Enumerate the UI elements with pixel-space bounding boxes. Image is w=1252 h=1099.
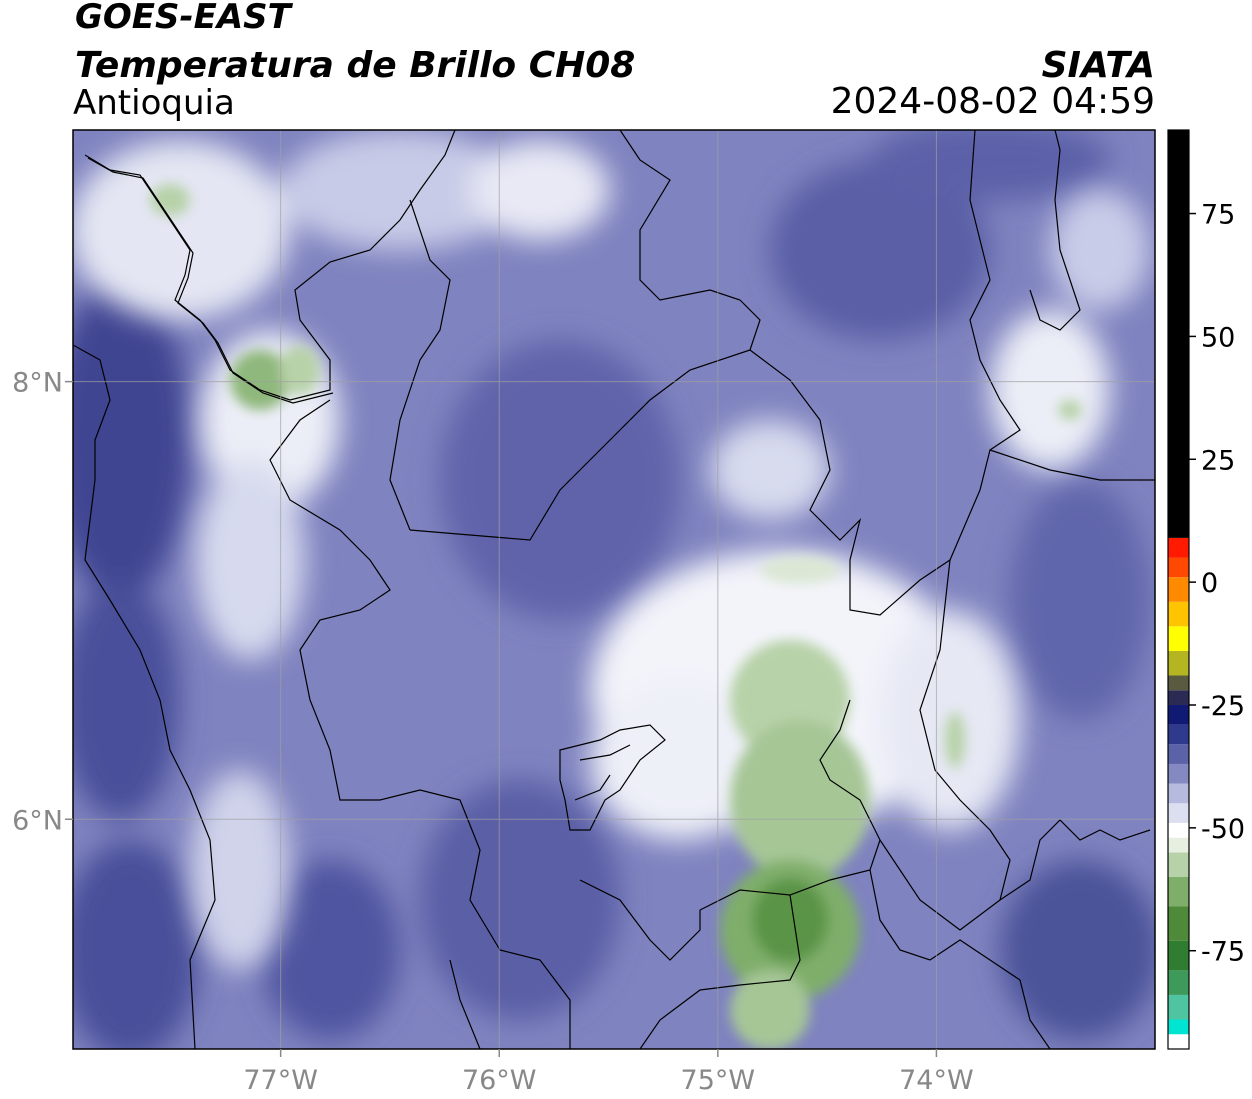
colorbar-ticks: 75 50 25 0 -25 -50 -75 bbox=[1189, 200, 1245, 968]
deep-cloud-areas bbox=[73, 130, 1155, 1049]
colorbar-segment bbox=[1168, 906, 1189, 941]
colorbar-segment bbox=[1168, 626, 1189, 651]
antioquia-north bbox=[389, 199, 451, 531]
coastline-uraba bbox=[84, 130, 456, 401]
region-label: Antioquia bbox=[73, 83, 235, 123]
colorbar-segment bbox=[1168, 704, 1189, 725]
choco-boundary bbox=[269, 399, 571, 1049]
colorbar-segment bbox=[1168, 1034, 1189, 1049]
colorbar-tick-label: -25 bbox=[1201, 691, 1245, 722]
colorbar-segment bbox=[1168, 650, 1189, 676]
lat-tick-label: 8°N bbox=[12, 368, 63, 399]
coastline-inner bbox=[87, 157, 334, 404]
boyaca-boundary bbox=[989, 449, 1155, 481]
colorbar-tick-label: 25 bbox=[1201, 445, 1235, 476]
colorbar-segment bbox=[1168, 994, 1189, 1020]
colorbar-segment bbox=[1168, 690, 1189, 705]
colorbar-tick-label: 50 bbox=[1201, 322, 1235, 353]
colorbar-segment bbox=[1168, 744, 1189, 764]
medellin-metro bbox=[559, 724, 666, 831]
risaralda-boundary bbox=[579, 879, 701, 961]
colorbar-segment bbox=[1168, 852, 1189, 877]
bolivar-boundary bbox=[749, 349, 1011, 901]
colorbar-frame bbox=[1167, 129, 1190, 1050]
cundinamarca-boundary bbox=[869, 869, 1051, 1049]
longitude-ticks: 77°W 76°W 75°W 74°W bbox=[243, 1049, 974, 1096]
colorbar-segment bbox=[1168, 724, 1189, 745]
colorbar bbox=[1168, 130, 1189, 1049]
map-field bbox=[73, 130, 1155, 1049]
cold-cloud-tops bbox=[150, 184, 1082, 1049]
datetime-label: 2024-08-02 04:59 bbox=[830, 81, 1155, 122]
latitude-ticks: 8°N 6°N bbox=[12, 368, 73, 836]
santander-boundary bbox=[949, 130, 1021, 561]
lon-tick-label: 75°W bbox=[681, 1065, 756, 1096]
colorbar-segment bbox=[1168, 577, 1189, 602]
colorbar-segment bbox=[1168, 876, 1189, 907]
pacific-coast bbox=[73, 344, 216, 1049]
satellite-title: GOES-EAST bbox=[75, 0, 291, 37]
medellin-inner bbox=[574, 744, 631, 801]
lon-tick-label: 77°W bbox=[243, 1065, 318, 1096]
product-title: Temperatura de Brillo CH08 bbox=[75, 45, 636, 86]
colorbar-tick-label: 0 bbox=[1201, 568, 1218, 599]
colorbar-segment bbox=[1168, 675, 1189, 691]
colorbar-segment bbox=[1168, 783, 1189, 804]
colorbar-segment bbox=[1168, 837, 1189, 853]
lon-tick-label: 74°W bbox=[899, 1065, 974, 1096]
colorbar-segment bbox=[1168, 763, 1189, 784]
colorbar-segment bbox=[1168, 537, 1189, 558]
valle-boundary bbox=[449, 959, 481, 1049]
colorbar-segment bbox=[1168, 130, 1189, 538]
cordoba-boundary bbox=[409, 130, 761, 541]
colorbar-segment bbox=[1168, 1019, 1189, 1035]
colorbar-segment bbox=[1168, 822, 1189, 838]
colorbar-segment bbox=[1168, 803, 1189, 823]
venezuela-border bbox=[1029, 130, 1081, 331]
colorbar-segment bbox=[1168, 557, 1189, 578]
graticule bbox=[73, 130, 1155, 1049]
colorbar-tick-label: -50 bbox=[1201, 814, 1245, 845]
quindio-boundary bbox=[639, 894, 801, 1049]
lat-tick-label: 6°N bbox=[12, 805, 63, 836]
colorbar-segment bbox=[1168, 940, 1189, 971]
lon-tick-label: 76°W bbox=[462, 1065, 537, 1096]
tolima-boundary bbox=[879, 819, 1151, 931]
colorbar-tick-label: 75 bbox=[1201, 200, 1235, 231]
colorbar-tick-label: -75 bbox=[1201, 937, 1245, 968]
organization-label: SIATA bbox=[1041, 45, 1155, 86]
colorbar-segment bbox=[1168, 970, 1189, 995]
colorbar-segment bbox=[1168, 601, 1189, 627]
map-frame bbox=[72, 129, 1156, 1050]
admin-boundaries bbox=[73, 130, 1155, 1049]
